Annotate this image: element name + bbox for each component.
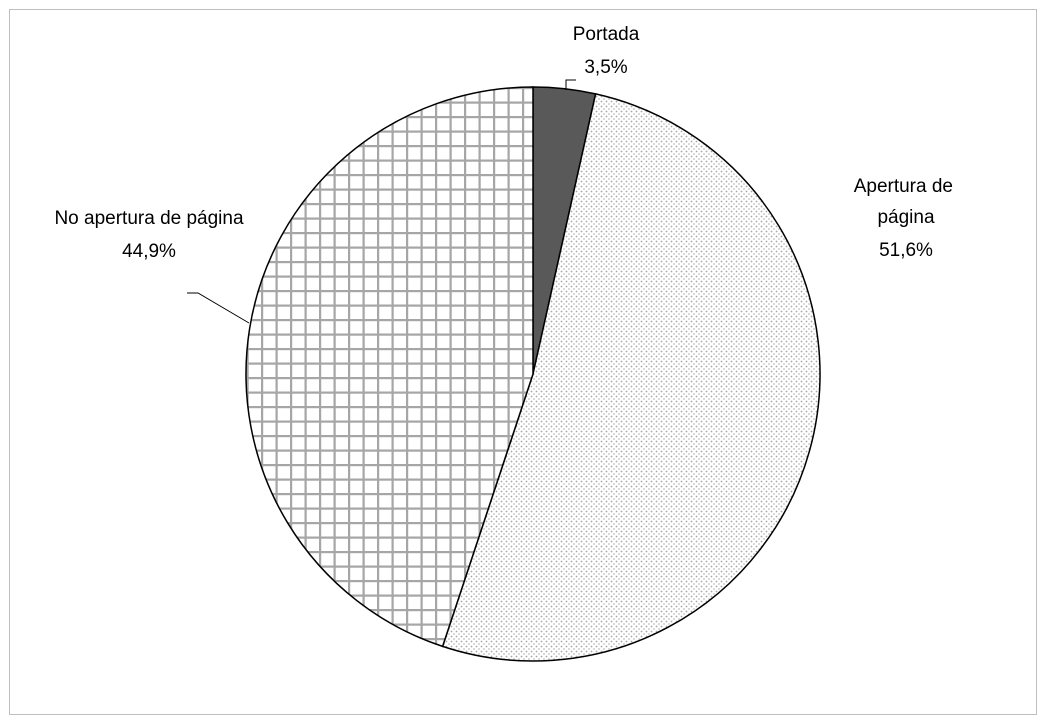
value-label: 44,9% — [122, 241, 176, 262]
leader-line — [187, 292, 250, 324]
value-label: 51,6% — [879, 240, 933, 261]
value-label: 3,5% — [584, 57, 627, 78]
category-label: Apertura de página — [854, 176, 959, 228]
category-label: Portada — [573, 24, 640, 45]
leader-line — [565, 79, 576, 90]
pie — [245, 86, 821, 662]
pie-slice — [245, 86, 534, 648]
category-label: No apertura de página — [54, 208, 244, 229]
pie-slice — [441, 93, 821, 662]
labels: Portada 3,5% Apertura de página 51,6% No ape… — [54, 24, 959, 324]
